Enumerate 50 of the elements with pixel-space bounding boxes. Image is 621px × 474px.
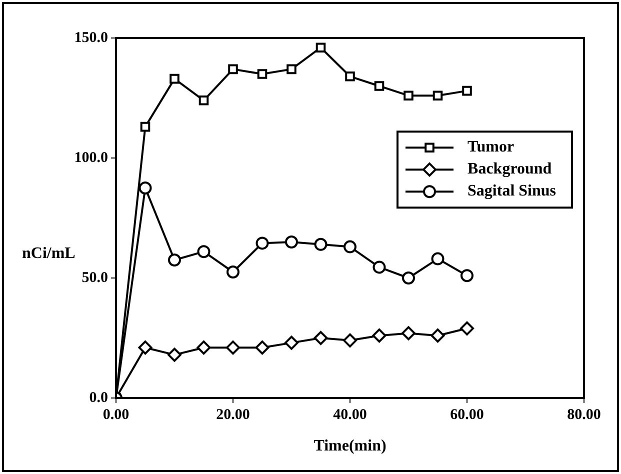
- point: [460, 269, 474, 282]
- point: [138, 340, 152, 355]
- point: [226, 340, 240, 355]
- point: [431, 252, 444, 266]
- point: [314, 238, 328, 251]
- legend-label: Background: [468, 160, 552, 178]
- point: [196, 340, 211, 355]
- x-tick-label: 20.00: [216, 406, 250, 423]
- point: [372, 260, 386, 274]
- legend-label: Tumor: [468, 138, 514, 156]
- x-tick-label: 60.00: [450, 406, 484, 423]
- point: [285, 236, 298, 248]
- point: [226, 266, 240, 278]
- point: [228, 64, 238, 74]
- point: [256, 236, 269, 250]
- point: [372, 328, 386, 343]
- point: [284, 336, 298, 350]
- point: [316, 42, 326, 52]
- y-tick-label: 150.0: [74, 30, 108, 46]
- x-tick-label: 40.00: [333, 406, 367, 423]
- point: [168, 348, 182, 362]
- point: [402, 272, 415, 284]
- legend-label: Sagital Sinus: [468, 182, 556, 200]
- point: [168, 254, 181, 266]
- x-axis-title: Time(min): [314, 438, 386, 455]
- point: [402, 326, 416, 340]
- point: [404, 90, 414, 100]
- point: [255, 340, 270, 355]
- point: [138, 182, 152, 194]
- y-axis-title: nCi/mL: [22, 245, 76, 262]
- point: [344, 240, 356, 254]
- point: [462, 86, 472, 96]
- point: [460, 321, 474, 336]
- point: [286, 64, 296, 74]
- point: [345, 72, 355, 82]
- point: [374, 81, 384, 91]
- point: [257, 69, 268, 79]
- point: [170, 74, 180, 84]
- point: [198, 96, 209, 106]
- point: [343, 333, 357, 348]
- point: [197, 245, 210, 258]
- point: [314, 331, 328, 345]
- point: [430, 328, 445, 343]
- x-tick-label: 0.00: [102, 406, 130, 423]
- y-tick-label: 0.0: [89, 390, 108, 406]
- point: [140, 122, 150, 132]
- point: [432, 90, 443, 100]
- y-tick-label: 100.0: [74, 150, 108, 166]
- x-tick-label: 80.00: [567, 406, 601, 423]
- y-tick-label: 50.0: [82, 270, 108, 286]
